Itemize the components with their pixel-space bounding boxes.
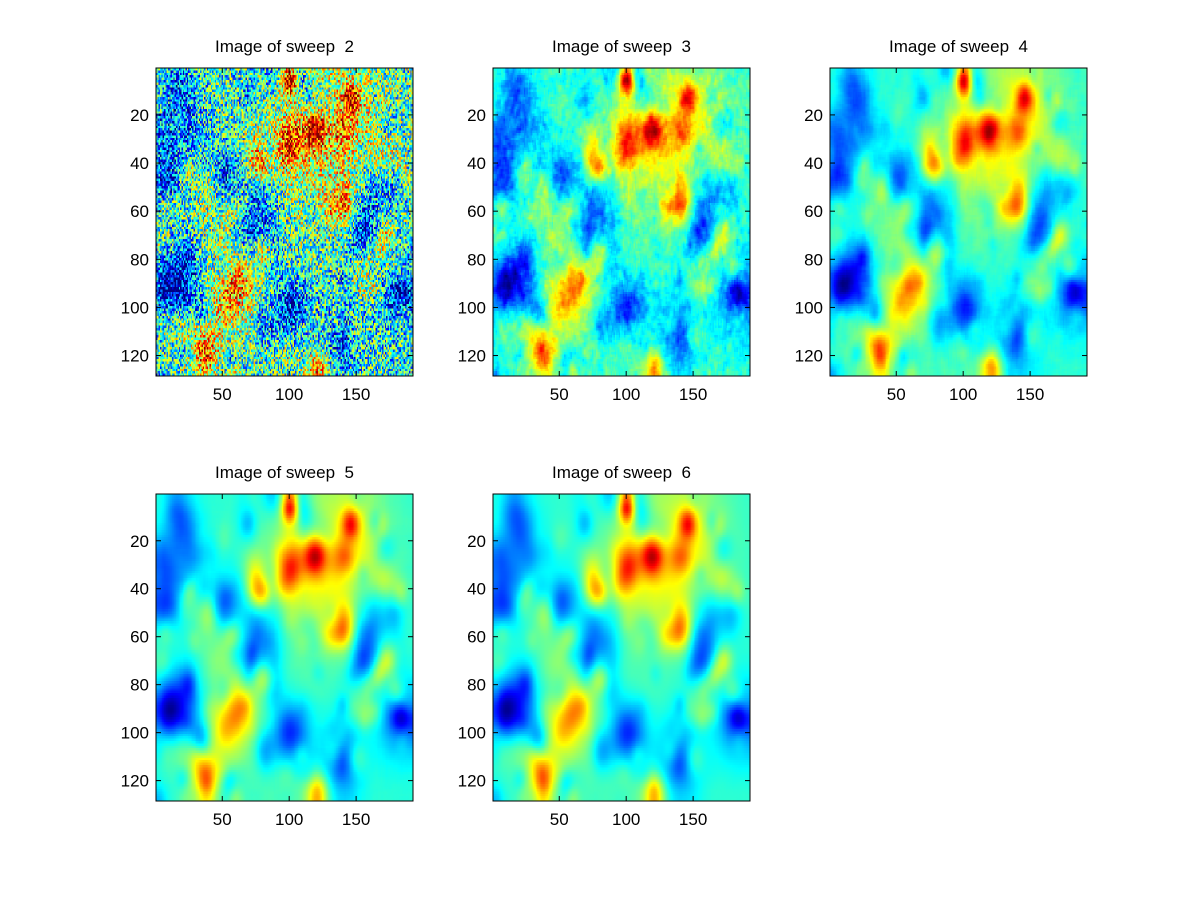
axes-frame (492, 493, 751, 802)
axes-frame (829, 67, 1088, 377)
y-tick-label: 80 (130, 676, 149, 695)
subplot-3: 50 100 150 20 40 60 80 100 120 Image of sweep 4 (795, 37, 1088, 404)
x-tick-label: 50 (213, 385, 232, 404)
y-tick-label: 60 (467, 202, 486, 221)
x-tick-label: 100 (612, 385, 640, 404)
y-tick-label: 40 (467, 580, 486, 599)
heatmap-image (156, 68, 413, 376)
y-tick-label: 100 (795, 298, 823, 317)
subplot-2: 50 100 150 20 40 60 80 100 120 Image of sweep 3 (458, 37, 751, 404)
subplot-title: Image of sweep 3 (552, 37, 691, 56)
subplot-1: 50 100 150 20 40 60 80 100 120 Image of sweep 2 (121, 37, 414, 404)
y-tick-label: 80 (467, 676, 486, 695)
x-tick-label: 100 (949, 385, 977, 404)
y-tick-label: 120 (121, 347, 149, 366)
y-tick-label: 80 (804, 250, 823, 269)
x-tick-label: 100 (275, 385, 303, 404)
y-tick-label: 120 (458, 347, 486, 366)
y-tick-label: 120 (458, 772, 486, 791)
subplot-title: Image of sweep 5 (215, 463, 354, 482)
subplot-4: 50 100 150 20 40 60 80 100 120 Image of sweep 5 (121, 463, 414, 829)
y-tick-label: 20 (130, 106, 149, 125)
x-tick-label: 50 (213, 810, 232, 829)
heatmap-image (830, 68, 1087, 376)
y-tick-label: 20 (467, 532, 486, 551)
heatmap-image (493, 68, 750, 376)
heatmap-image (156, 494, 413, 801)
x-tick-label: 100 (612, 810, 640, 829)
y-tick-label: 100 (458, 298, 486, 317)
y-tick-label: 20 (804, 106, 823, 125)
x-tick-label: 150 (679, 385, 707, 404)
heatmap-image (493, 494, 750, 801)
subplot-title: Image of sweep 2 (215, 37, 354, 56)
y-tick-label: 120 (121, 772, 149, 791)
y-tick-label: 60 (467, 628, 486, 647)
axes-frame (492, 67, 751, 377)
y-tick-label: 100 (121, 298, 149, 317)
y-tick-label: 60 (804, 202, 823, 221)
y-tick-label: 80 (130, 250, 149, 269)
y-tick-label: 60 (130, 628, 149, 647)
x-tick-label: 150 (342, 385, 370, 404)
y-tick-label: 120 (795, 347, 823, 366)
axes-frame (155, 67, 414, 377)
x-tick-label: 50 (550, 810, 569, 829)
x-tick-label: 50 (887, 385, 906, 404)
subplot-title: Image of sweep 4 (889, 37, 1028, 56)
y-tick-label: 40 (130, 580, 149, 599)
x-tick-label: 150 (1016, 385, 1044, 404)
x-tick-label: 150 (679, 810, 707, 829)
y-tick-label: 40 (804, 154, 823, 173)
subplot-title: Image of sweep 6 (552, 463, 691, 482)
x-tick-label: 100 (275, 810, 303, 829)
y-tick-label: 80 (467, 250, 486, 269)
y-tick-label: 20 (130, 532, 149, 551)
x-tick-label: 150 (342, 810, 370, 829)
subplot-5: 50 100 150 20 40 60 80 100 120 Image of sweep 6 (458, 463, 751, 829)
x-tick-label: 50 (550, 385, 569, 404)
y-tick-label: 40 (130, 154, 149, 173)
y-tick-label: 100 (121, 724, 149, 743)
y-tick-label: 100 (458, 724, 486, 743)
y-tick-label: 40 (467, 154, 486, 173)
y-tick-label: 60 (130, 202, 149, 221)
axes-frame (155, 493, 414, 802)
y-tick-label: 20 (467, 106, 486, 125)
